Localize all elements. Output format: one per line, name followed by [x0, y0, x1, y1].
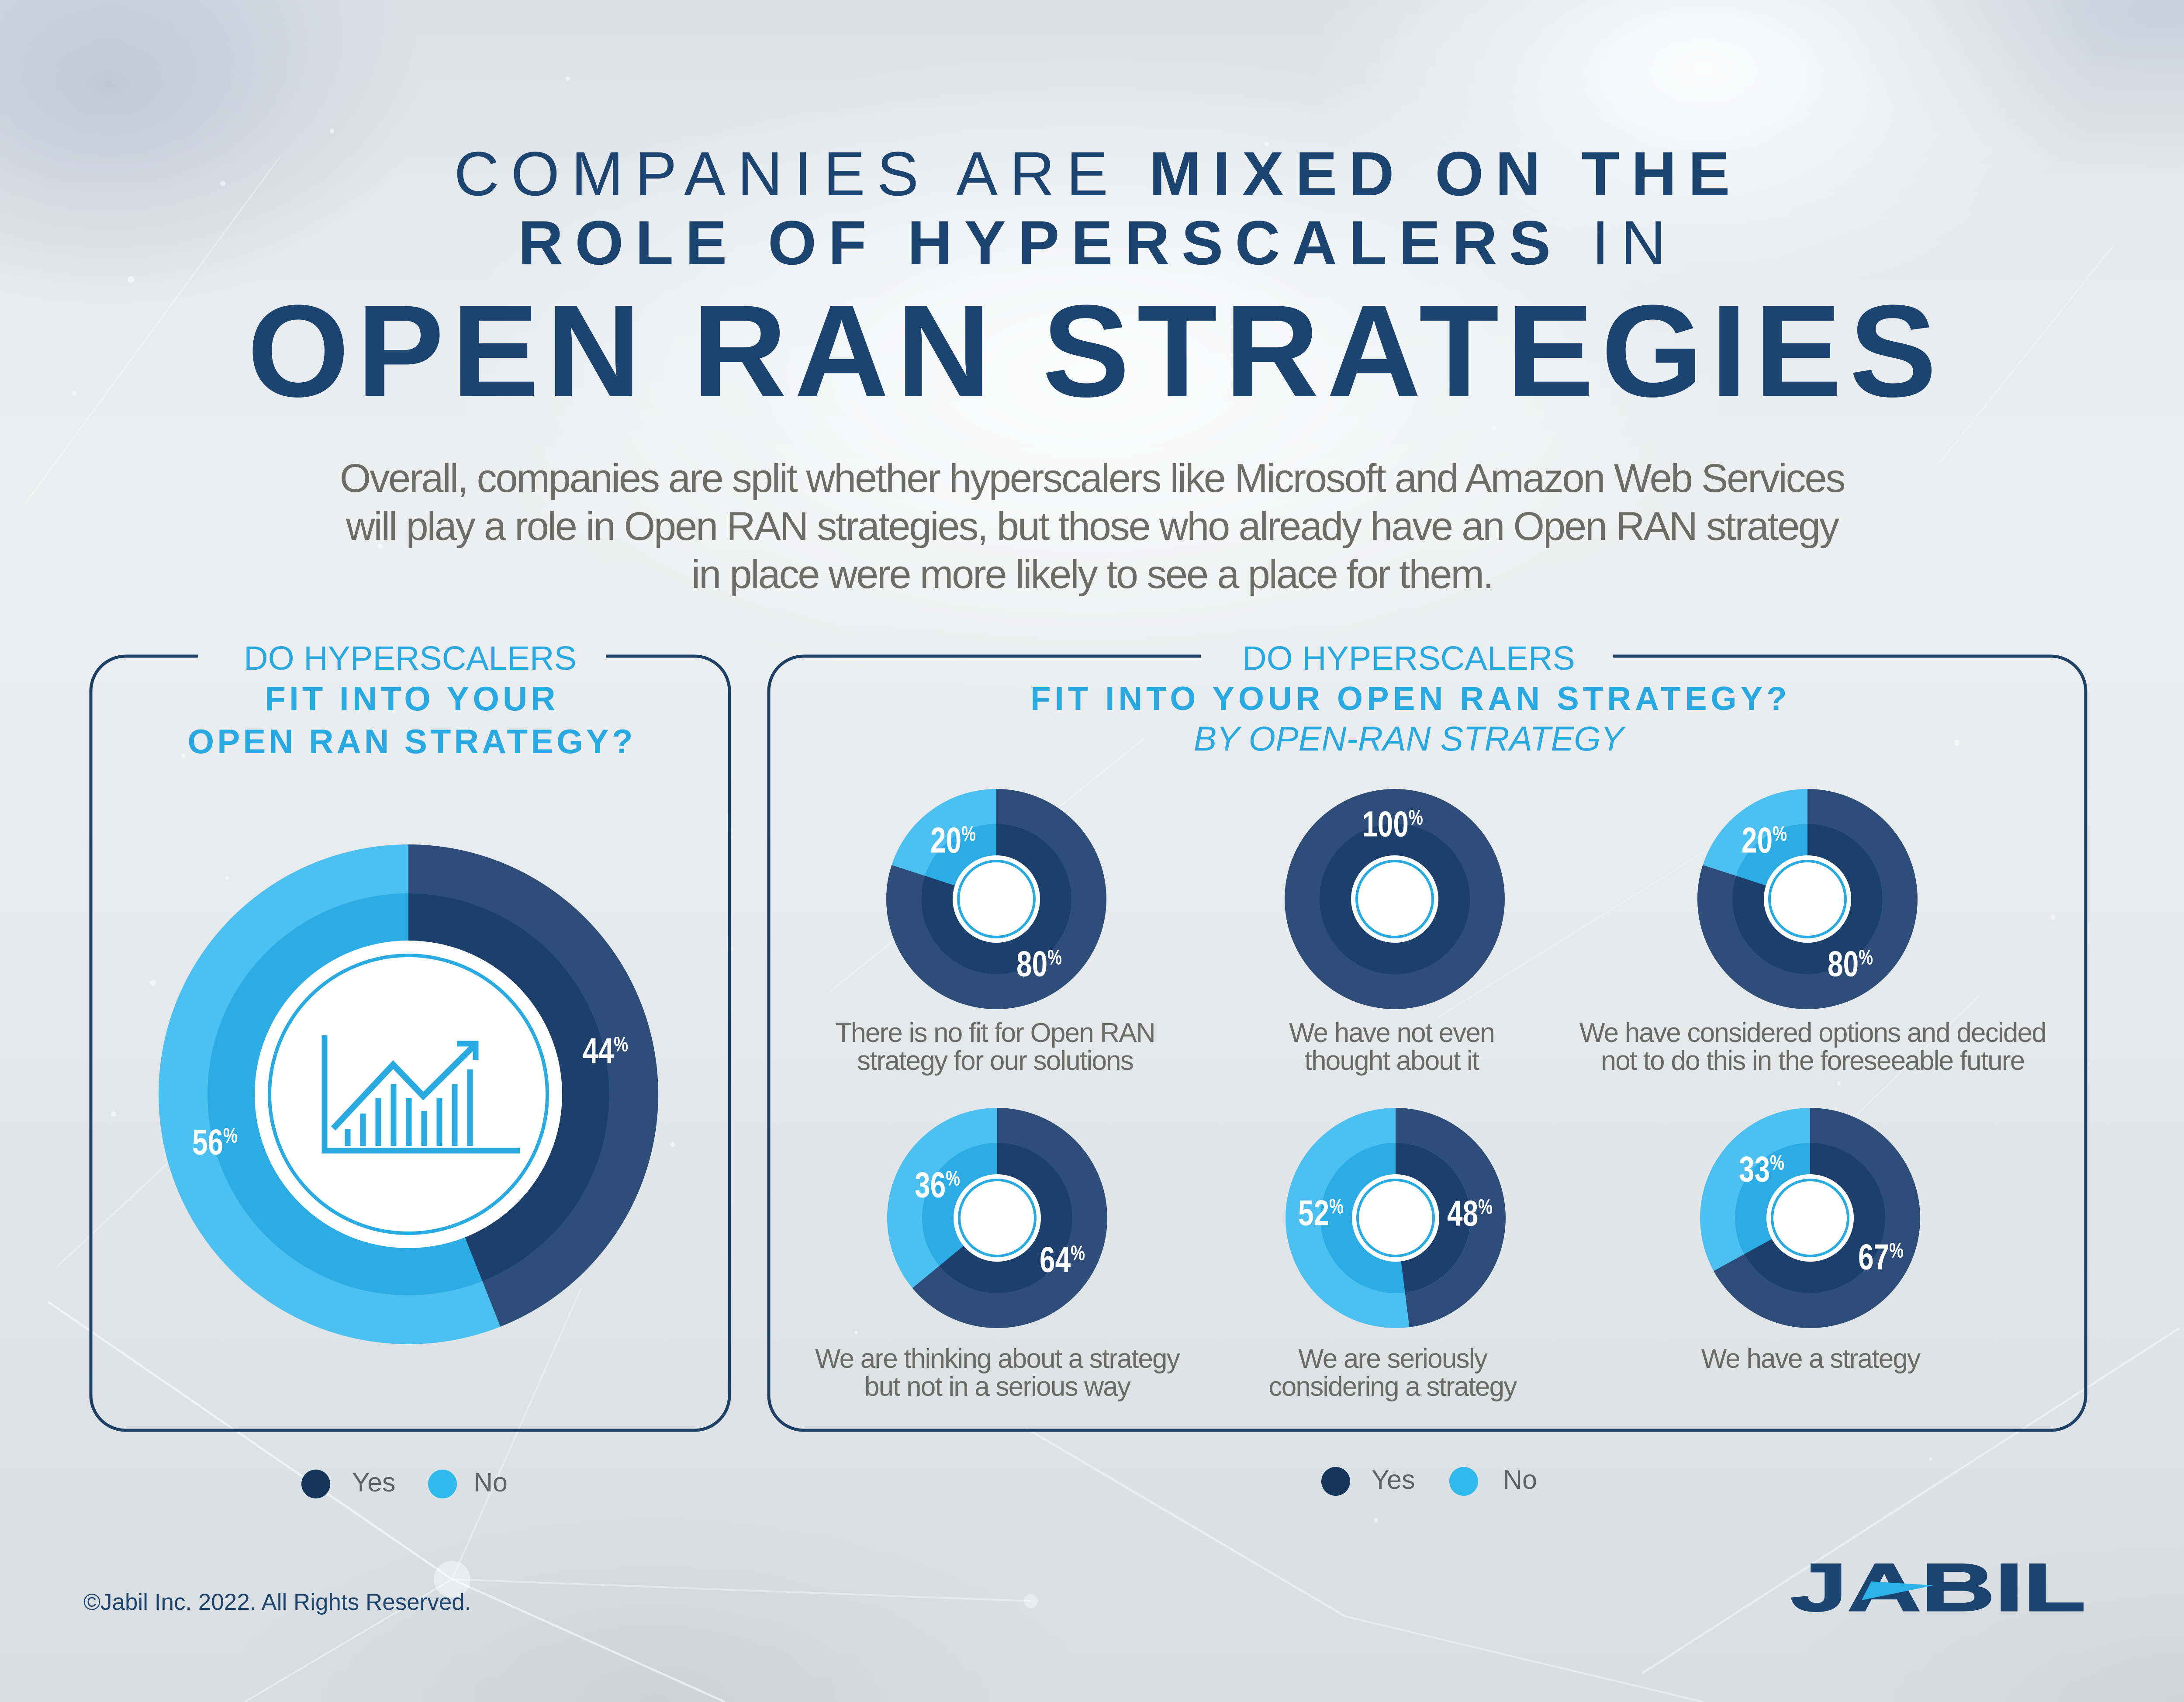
svg-text:JABIL: JABIL — [1790, 1550, 2086, 1625]
